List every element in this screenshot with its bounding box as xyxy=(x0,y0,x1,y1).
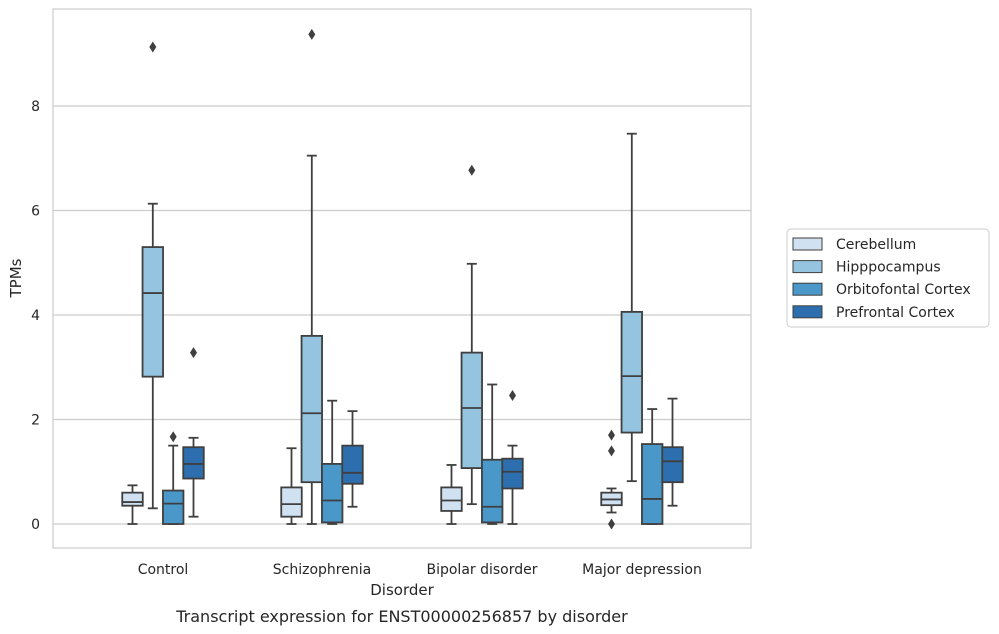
box-orbitofontal-cortex xyxy=(641,408,664,525)
box-prefrontal-cortex xyxy=(182,347,205,518)
figure-caption: Transcript expression for ENST0000025685… xyxy=(175,607,628,626)
box-body xyxy=(501,457,524,490)
legend-frame xyxy=(786,228,990,328)
box-prefrontal-cortex xyxy=(661,397,684,507)
box-body xyxy=(321,463,344,524)
legend-swatch xyxy=(792,260,823,274)
box-hipppocampus xyxy=(141,41,164,510)
x-tick-label: Schizophrenia xyxy=(273,562,371,578)
y-tick-label: 6 xyxy=(31,204,40,220)
legend: Cerebellum Hipppocampus Orbitofontal Corte… xyxy=(786,228,990,328)
box-body xyxy=(341,444,364,485)
outlier-marker xyxy=(169,431,177,443)
box-cerebellum xyxy=(440,464,463,525)
box-hipppocampus xyxy=(460,164,483,506)
y-tick-label: 8 xyxy=(31,99,40,115)
y-tick-label: 4 xyxy=(31,308,40,324)
box-hipppocampus xyxy=(300,28,323,525)
box-body xyxy=(440,486,463,512)
plot-frame xyxy=(52,8,752,549)
legend-swatch xyxy=(792,237,823,251)
box-body xyxy=(280,486,303,518)
box-orbitofontal-cortex xyxy=(481,383,504,525)
box-body xyxy=(460,351,483,469)
legend-swatch xyxy=(792,282,823,296)
box-body xyxy=(121,491,144,507)
outlier-marker xyxy=(468,164,476,176)
box-cerebellum xyxy=(121,484,144,525)
box-prefrontal-cortex xyxy=(341,410,364,508)
outlier-marker xyxy=(608,518,615,530)
legend-swatch xyxy=(792,305,823,319)
boxes-layer xyxy=(121,28,684,530)
box-body xyxy=(141,246,164,378)
y-tick-label: 2 xyxy=(31,413,40,429)
y-axis-label: TPMs xyxy=(7,258,25,298)
outlier-marker xyxy=(308,28,316,40)
box-body xyxy=(182,446,205,480)
x-axis-label: Disorder xyxy=(370,581,434,599)
box-orbitofontal-cortex xyxy=(162,431,185,525)
x-tick-label: Control xyxy=(138,562,189,578)
outlier-marker xyxy=(509,389,516,401)
x-axis-ticks: Control Schizophrenia Bipolar disorder Majo… xyxy=(138,562,702,578)
box-body xyxy=(481,458,504,524)
box-body xyxy=(661,446,684,484)
box-body xyxy=(641,443,664,525)
outlier-marker xyxy=(149,41,157,53)
box-cerebellum xyxy=(280,447,303,525)
outlier-marker xyxy=(608,429,615,441)
x-tick-label: Bipolar disorder xyxy=(426,562,537,578)
box-body xyxy=(162,489,185,525)
box-orbitofontal-cortex xyxy=(321,399,344,525)
legend-label: Hipppocampus xyxy=(836,260,941,276)
x-tick-label: Major depression xyxy=(582,562,702,578)
legend-label: Prefrontal Cortex xyxy=(836,305,955,321)
box-cerebellum xyxy=(600,429,623,530)
box-body xyxy=(300,334,323,484)
outlier-marker xyxy=(190,347,197,359)
legend-label: Cerebellum xyxy=(836,237,916,253)
y-axis-ticks: 0 2 4 6 8 xyxy=(31,99,40,533)
box-body xyxy=(620,310,643,434)
box-hipppocampus xyxy=(620,132,643,483)
box-prefrontal-cortex xyxy=(501,389,524,525)
outlier-marker xyxy=(608,445,615,457)
y-tick-label: 0 xyxy=(31,517,40,533)
legend-label: Orbitofontal Cortex xyxy=(836,282,971,298)
